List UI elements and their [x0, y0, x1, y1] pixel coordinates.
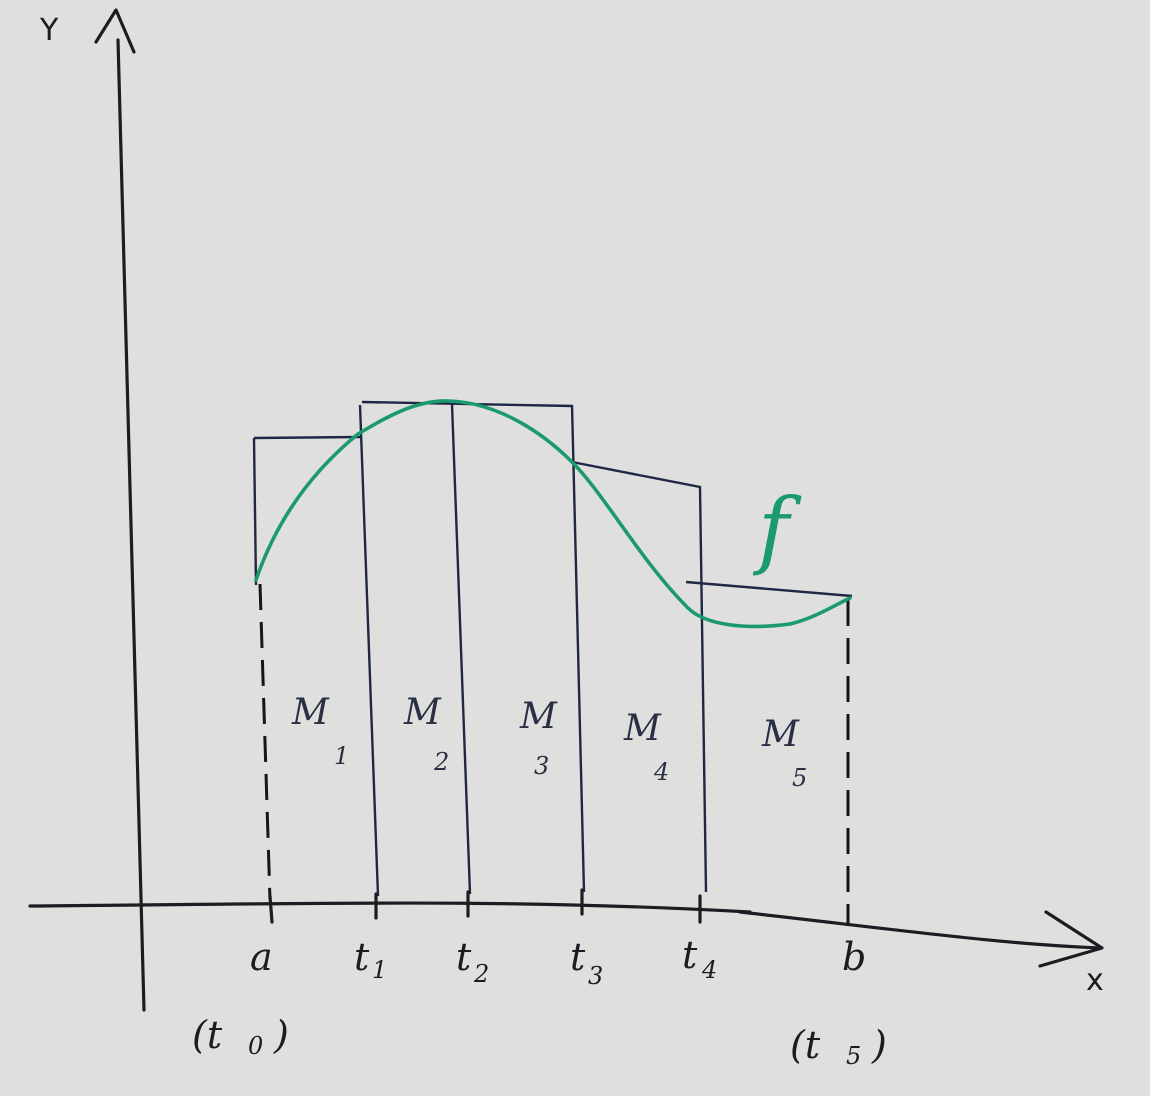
- y-axis-label: Y: [39, 13, 59, 48]
- m1-subscript: 1: [334, 742, 349, 770]
- upper-rectangles: [252, 400, 853, 897]
- tick-t1-label: t: [354, 935, 370, 979]
- tick-t3-label: t: [570, 935, 586, 979]
- y-axis-arrow: [94, 8, 136, 54]
- rectangle-3-right: [570, 404, 586, 893]
- y-axis: [116, 38, 146, 1012]
- rectangle-labels: M 1 M 2 M 3 M 4 M 5: [291, 692, 807, 792]
- tick-t1-subscript: 1: [372, 956, 387, 984]
- tick-a-label: a: [250, 935, 273, 979]
- tick-t2-label: t: [456, 935, 472, 979]
- m4-subscript: 4: [653, 758, 669, 786]
- m5-subscript: 5: [792, 764, 807, 792]
- tick-t5-close: ): [871, 1023, 887, 1067]
- x-axis-arrow: [1038, 910, 1104, 968]
- tick-t3-subscript: 3: [588, 962, 603, 990]
- tick-t4-label: t: [682, 933, 698, 977]
- tick-t5-paren: (t: [790, 1023, 821, 1067]
- x-axis-ticks: [268, 888, 702, 924]
- m2-subscript: 2: [433, 748, 449, 776]
- tick-t0-close: ): [273, 1013, 289, 1057]
- tick-labels: a (t 0 ) t 1 t 2 t 3 t 4 b (t 5 ): [192, 933, 887, 1070]
- tick-t4-subscript: 4: [701, 956, 717, 984]
- tick-t2-subscript: 2: [473, 960, 489, 988]
- m3-subscript: 3: [534, 752, 549, 780]
- m4-label: M: [623, 708, 662, 749]
- function-curve: [254, 399, 852, 629]
- left-boundary-dashed: [258, 583, 272, 901]
- x-axis: [28, 901, 752, 914]
- m1-label: M: [291, 692, 330, 733]
- tick-t5-subscript: 5: [846, 1042, 861, 1070]
- divider-t2: [450, 403, 472, 895]
- x-axis-line-extension: [738, 910, 1102, 950]
- rectangle-4: [571, 460, 708, 893]
- rectangle-5: [685, 580, 853, 598]
- tick-t0-subscript: 0: [248, 1032, 263, 1060]
- function-label: f: [752, 480, 802, 578]
- axes: [28, 8, 1104, 1012]
- m5-label: M: [761, 714, 800, 755]
- x-axis-label: x: [1086, 963, 1104, 998]
- tick-mark-a: [268, 894, 274, 924]
- rectangle-1: [252, 404, 380, 897]
- m2-label: M: [403, 692, 442, 733]
- m3-label: M: [519, 696, 558, 737]
- tick-b-label: b: [842, 935, 866, 979]
- tick-t0-paren: (t: [192, 1013, 223, 1057]
